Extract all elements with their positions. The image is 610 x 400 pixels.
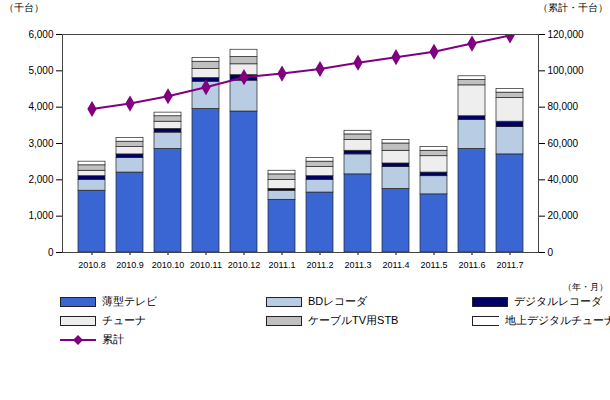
svg-text:2011.4: 2011.4 bbox=[383, 260, 410, 270]
svg-text:2011.3: 2011.3 bbox=[345, 260, 372, 270]
svg-text:2010.11: 2010.11 bbox=[190, 260, 222, 270]
html-text:BDレコーダ: BDレコーダ bbox=[308, 295, 368, 307]
html-text:ケーブルTV用STB: ケーブルTV用STB bbox=[308, 314, 399, 326]
svg-text:2011.5: 2011.5 bbox=[421, 260, 448, 270]
svg-text:100,000: 100,000 bbox=[548, 65, 585, 76]
svg-text:2010.12: 2010.12 bbox=[228, 260, 261, 270]
svg-text:2011.6: 2011.6 bbox=[459, 260, 486, 270]
svg-text:2,000: 2,000 bbox=[28, 174, 53, 185]
html-text:累計: 累計 bbox=[102, 333, 124, 345]
svg-text:0: 0 bbox=[48, 247, 54, 258]
html-text:薄型テレビ: 薄型テレビ bbox=[102, 295, 157, 307]
svg-text:（累計・千台）: （累計・千台） bbox=[538, 2, 608, 13]
svg-text:（年・月）: （年・月） bbox=[563, 282, 608, 292]
svg-text:40,000: 40,000 bbox=[548, 174, 579, 185]
svg-text:2011.1: 2011.1 bbox=[269, 260, 296, 270]
svg-text:2011.2: 2011.2 bbox=[307, 260, 334, 270]
svg-text:2010.8: 2010.8 bbox=[78, 260, 106, 270]
svg-text:2010.10: 2010.10 bbox=[152, 260, 185, 270]
svg-text:4,000: 4,000 bbox=[28, 101, 53, 112]
svg-text:80,000: 80,000 bbox=[548, 101, 579, 112]
svg-text:5,000: 5,000 bbox=[28, 65, 53, 76]
svg-text:120,000: 120,000 bbox=[548, 29, 585, 40]
svg-text:1,000: 1,000 bbox=[28, 210, 53, 221]
svg-text:6,000: 6,000 bbox=[28, 29, 53, 40]
svg-text:（千台）: （千台） bbox=[4, 2, 44, 13]
svg-text:60,000: 60,000 bbox=[548, 138, 579, 149]
svg-text:0: 0 bbox=[548, 247, 554, 258]
html-text:デジタルレコーダ: デジタルレコーダ bbox=[514, 295, 602, 307]
svg-text:2010.9: 2010.9 bbox=[116, 260, 144, 270]
svg-text:2011.7: 2011.7 bbox=[497, 260, 524, 270]
html-text:チューナ: チューナ bbox=[102, 314, 146, 326]
svg-text:20,000: 20,000 bbox=[548, 210, 579, 221]
svg-text:3,000: 3,000 bbox=[28, 138, 53, 149]
